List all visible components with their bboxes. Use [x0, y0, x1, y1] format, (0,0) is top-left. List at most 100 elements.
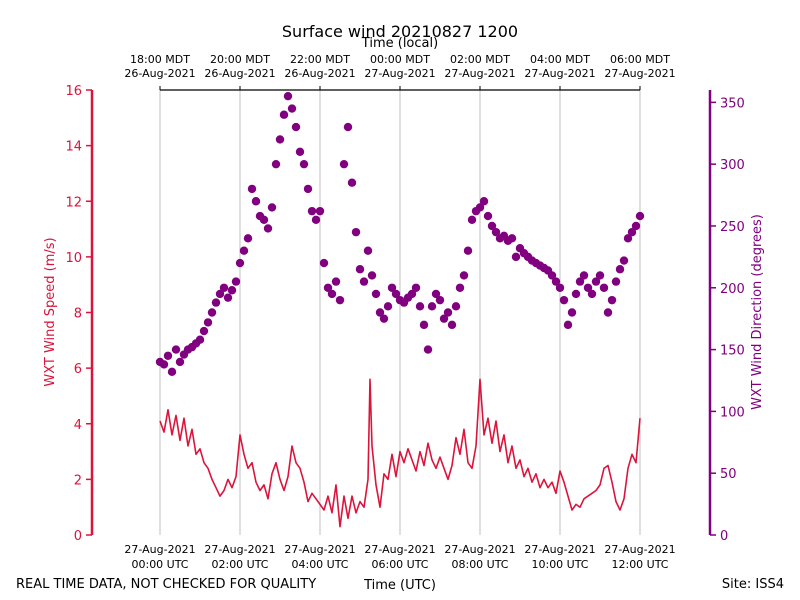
bottom-axis-label: Time (UTC): [363, 578, 436, 593]
wind-direction-point: [463, 246, 473, 255]
wind-direction-point: [231, 277, 241, 286]
wind-direction-point: [599, 283, 609, 292]
wind-direction-point: [263, 224, 273, 233]
wind-direction-point: [279, 110, 289, 119]
wind-direction-point: [343, 122, 353, 132]
left-y-tick-label: 6: [74, 362, 82, 377]
x-tick-label-date: 27-Aug-2021: [364, 543, 435, 556]
x-tick-label-time: 04:00 UTC: [291, 558, 348, 571]
wind-direction-point: [423, 345, 433, 354]
wind-direction-point: [587, 289, 597, 299]
wind-direction-point: [199, 326, 209, 336]
wind-direction-point: [435, 295, 445, 305]
wind-direction-point: [571, 289, 581, 299]
left-y-tick-label: 2: [74, 473, 82, 488]
wind-direction-point: [275, 135, 285, 144]
wind-direction-point: [475, 203, 485, 212]
x-tick-label-time: 12:00 UTC: [611, 558, 668, 571]
wind-direction-point: [415, 302, 425, 311]
top-x-tick-label-date: 26-Aug-2021: [124, 67, 195, 80]
wind-direction-point: [159, 360, 169, 369]
wind-speed-line: [159, 378, 641, 528]
top-axis-label: Time (local): [361, 36, 438, 51]
wind-direction-point: [391, 289, 401, 299]
wind-direction-point: [299, 159, 309, 169]
top-x-tick-label-date: 26-Aug-2021: [284, 67, 355, 80]
top-x-tick-label-date: 27-Aug-2021: [524, 67, 595, 80]
wind-direction-point: [291, 122, 301, 132]
wind-direction-point: [283, 91, 293, 101]
wind-direction-point: [547, 271, 557, 280]
right-y-tick-label: 150: [720, 344, 745, 359]
wind-direction-point: [307, 206, 317, 216]
wind-direction-point: [583, 283, 593, 292]
wind-direction-point: [251, 197, 261, 206]
wind-direction-point: [379, 314, 389, 323]
wind-direction-point: [563, 320, 573, 330]
wind-direction-point: [363, 246, 373, 255]
wind-direction-point: [227, 286, 237, 295]
wind-direction-point: [607, 295, 617, 305]
wind-direction-point: [427, 302, 437, 311]
top-x-tick-label-time: 22:00 MDT: [290, 53, 350, 66]
wind-direction-point: [447, 320, 457, 330]
chart-title: Surface wind 20210827 1200: [282, 22, 518, 41]
right-y-tick-label: 100: [720, 405, 745, 420]
top-x-tick-label-time: 18:00 MDT: [130, 53, 190, 66]
wind-direction-point: [631, 221, 641, 231]
wind-direction-point: [331, 277, 341, 286]
wind-direction-point: [351, 227, 361, 237]
wind-direction-point: [579, 271, 589, 280]
wind-direction-point: [375, 308, 385, 317]
wind-direction-point: [451, 302, 461, 311]
data-layer: [155, 91, 645, 528]
wind-direction-point: [411, 283, 421, 292]
wind-direction-point: [635, 211, 645, 221]
wind-direction-point: [479, 197, 489, 206]
wind-direction-point: [455, 283, 465, 292]
wind-direction-point: [167, 367, 177, 377]
wind-direction-point: [383, 302, 393, 311]
left-y-tick-label: 0: [74, 529, 82, 544]
grid-lines: [159, 90, 641, 535]
wind-direction-point: [419, 320, 429, 330]
wind-direction-point: [267, 203, 277, 212]
wind-direction-point: [459, 271, 469, 280]
left-y-tick-label: 16: [65, 84, 82, 99]
wind-direction-point: [595, 271, 605, 280]
right-y-tick-label: 50: [720, 467, 737, 482]
left-y-tick-label: 4: [74, 418, 82, 433]
wind-direction-point: [207, 308, 217, 317]
wind-direction-point: [235, 258, 245, 268]
wind-direction-point: [315, 206, 325, 216]
wind-direction-point: [407, 289, 417, 299]
x-tick-label-date: 27-Aug-2021: [284, 543, 355, 556]
wind-direction-point: [215, 289, 225, 299]
wind-direction-point: [195, 335, 205, 344]
wind-direction-point: [491, 227, 501, 237]
wind-direction-point: [303, 184, 313, 194]
wind-direction-point: [323, 283, 333, 292]
x-tick-label-date: 27-Aug-2021: [204, 543, 275, 556]
wind-direction-point: [555, 283, 565, 292]
wind-direction-point: [243, 234, 253, 243]
site-label: Site: ISS4: [722, 577, 784, 592]
wind-direction-point: [487, 221, 497, 231]
wind-direction-point: [347, 178, 357, 187]
wind-direction-point: [367, 271, 377, 280]
right-y-tick-label: 200: [720, 282, 745, 297]
wind-direction-point: [339, 159, 349, 169]
wind-direction-point: [271, 159, 281, 169]
right-y-tick-label: 300: [720, 158, 745, 173]
wind-direction-point: [511, 252, 521, 262]
wind-direction-point: [551, 277, 561, 286]
top-x-tick-label-time: 06:00 MDT: [610, 53, 670, 66]
top-x-tick-label-time: 04:00 MDT: [530, 53, 590, 66]
left-axis-label: WXT Wind Speed (m/s): [43, 237, 58, 386]
top-x-tick-label-date: 26-Aug-2021: [204, 67, 275, 80]
x-tick-label-time: 06:00 UTC: [371, 558, 428, 571]
wind-direction-point: [247, 184, 257, 194]
wind-direction-point: [327, 289, 337, 299]
wind-direction-point: [439, 314, 449, 323]
